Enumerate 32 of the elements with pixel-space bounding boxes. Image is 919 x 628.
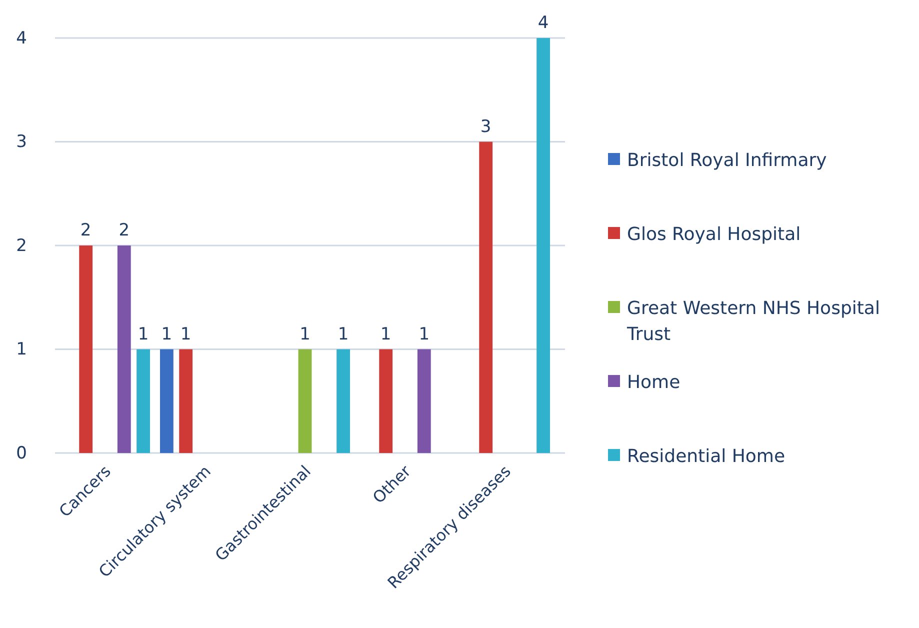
y-tick-label: 3: [16, 132, 27, 152]
bar: [298, 349, 312, 453]
bar: [379, 349, 393, 453]
legend-label: Residential Home: [627, 446, 786, 467]
data-label: 1: [338, 324, 349, 344]
bar: [160, 349, 174, 453]
bar: [417, 349, 431, 453]
data-label: 1: [380, 324, 392, 344]
data-label: 1: [300, 324, 310, 344]
data-label: 1: [161, 324, 172, 344]
bar: [536, 38, 550, 453]
data-label: 1: [180, 324, 192, 344]
y-tick-label: 1: [16, 340, 27, 360]
data-label: 1: [418, 324, 430, 344]
y-tick-label: 2: [16, 236, 27, 256]
legend-label: Bristol Royal Infirmary: [627, 150, 828, 171]
data-label: 3: [480, 116, 492, 137]
bar: [179, 349, 193, 453]
y-tick-label: 4: [16, 28, 27, 48]
bar: [136, 349, 150, 453]
bar: [79, 246, 93, 453]
data-label: 2: [80, 220, 92, 240]
legend-label: Home: [627, 372, 680, 393]
data-label: 4: [538, 13, 549, 33]
legend-label: Great Western NHS Hospital Trust: [626, 298, 880, 345]
data-label: 2: [118, 220, 130, 240]
bar: [117, 246, 131, 453]
bar: [336, 349, 350, 453]
bar: [479, 142, 493, 453]
data-label: 1: [138, 324, 149, 344]
y-tick-label: 0: [16, 443, 27, 464]
legend-label: Glos Royal Hospital: [627, 224, 801, 245]
